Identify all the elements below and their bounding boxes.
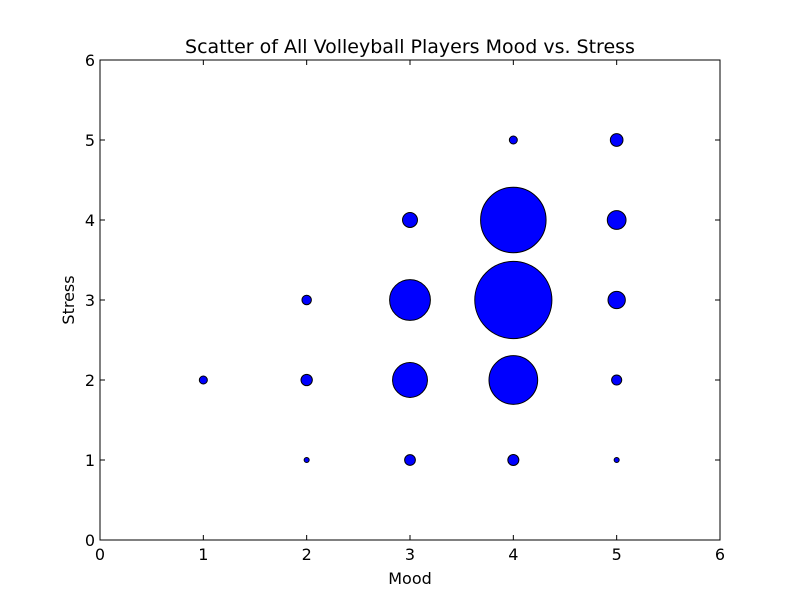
x-axis-label: Mood bbox=[388, 569, 432, 588]
scatter-point-7 bbox=[403, 213, 418, 228]
y-tick-label-2: 2 bbox=[85, 371, 95, 390]
x-tick-label-2: 2 bbox=[302, 545, 312, 564]
y-axis-label: Stress bbox=[59, 275, 78, 324]
scatter-point-4 bbox=[405, 455, 416, 466]
x-tick-label-6: 6 bbox=[715, 545, 725, 564]
scatter-point-6 bbox=[390, 280, 431, 321]
x-tick-label-4: 4 bbox=[508, 545, 518, 564]
scatter-point-9 bbox=[489, 356, 538, 405]
x-tick-label-1: 1 bbox=[198, 545, 208, 564]
x-tick-label-5: 5 bbox=[612, 545, 622, 564]
x-tick-label-3: 3 bbox=[405, 545, 415, 564]
scatter-point-16 bbox=[607, 211, 626, 230]
scatter-point-13 bbox=[614, 457, 619, 462]
y-tick-label-3: 3 bbox=[85, 291, 95, 310]
y-tick-label-1: 1 bbox=[85, 451, 95, 470]
chart-title: Scatter of All Volleyball Players Mood v… bbox=[185, 36, 635, 58]
scatter-point-11 bbox=[481, 187, 546, 252]
scatter-point-2 bbox=[301, 374, 312, 385]
points-layer bbox=[199, 134, 626, 466]
scatter-point-1 bbox=[304, 457, 309, 462]
scatter-point-10 bbox=[475, 261, 552, 338]
scatter-point-15 bbox=[608, 291, 625, 308]
y-tick-label-4: 4 bbox=[85, 211, 95, 230]
scatter-point-12 bbox=[509, 136, 517, 144]
scatter-point-17 bbox=[610, 134, 623, 147]
scatter-point-0 bbox=[199, 376, 207, 384]
x-tick-label-0: 0 bbox=[95, 545, 105, 564]
y-tick-label-5: 5 bbox=[85, 131, 95, 150]
y-tick-label-0: 0 bbox=[85, 531, 95, 550]
scatter-point-14 bbox=[612, 375, 622, 385]
scatter-point-8 bbox=[508, 454, 519, 465]
y-tick-label-6: 6 bbox=[85, 51, 95, 70]
scatter-point-3 bbox=[302, 295, 311, 304]
scatter-point-5 bbox=[393, 363, 428, 398]
